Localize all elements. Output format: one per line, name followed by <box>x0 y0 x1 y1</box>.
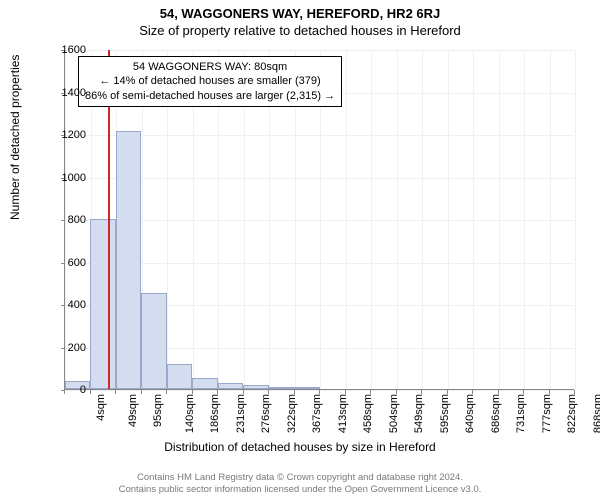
attribution-footer: Contains HM Land Registry data © Crown c… <box>0 472 600 496</box>
xtick-mark <box>217 390 218 394</box>
xtick-label: 686sqm <box>490 394 502 433</box>
xtick-mark <box>90 390 91 394</box>
xtick-label: 868sqm <box>592 394 600 433</box>
histogram-bar <box>90 219 116 389</box>
xtick-label: 4sqm <box>95 394 107 421</box>
histogram-bar <box>167 364 192 390</box>
xtick-label: 413sqm <box>337 394 349 433</box>
histogram-bar <box>269 387 295 389</box>
xtick-label: 731sqm <box>515 394 527 433</box>
xtick-label: 822sqm <box>566 394 578 433</box>
ytick-label: 400 <box>46 299 86 311</box>
xtick-label: 777sqm <box>541 394 553 433</box>
gridline-v <box>575 50 576 389</box>
gridline-v <box>346 50 347 389</box>
xtick-mark <box>268 390 269 394</box>
xtick-mark <box>294 390 295 394</box>
xtick-mark <box>421 390 422 394</box>
xtick-label: 322sqm <box>286 394 298 433</box>
xtick-mark <box>447 390 448 394</box>
footer-line-1: Contains HM Land Registry data © Crown c… <box>0 472 600 484</box>
ytick-label: 1200 <box>46 129 86 141</box>
xtick-label: 186sqm <box>209 394 221 433</box>
info-line-2: ← 14% of detached houses are smaller (37… <box>85 74 335 88</box>
xtick-mark <box>141 390 142 394</box>
xtick-label: 231sqm <box>235 394 247 433</box>
gridline-v <box>371 50 372 389</box>
chart-container: 54, WAGGONERS WAY, HEREFORD, HR2 6RJ Siz… <box>0 0 600 500</box>
chart-title-desc: Size of property relative to detached ho… <box>0 21 600 38</box>
gridline-v <box>524 50 525 389</box>
xtick-mark <box>115 390 116 394</box>
xtick-label: 640sqm <box>464 394 476 433</box>
ytick-label: 800 <box>46 214 86 226</box>
xtick-mark <box>523 390 524 394</box>
gridline-v <box>448 50 449 389</box>
xtick-label: 276sqm <box>260 394 272 433</box>
xtick-mark <box>370 390 371 394</box>
xtick-mark <box>498 390 499 394</box>
histogram-bar <box>243 385 268 389</box>
xtick-mark <box>192 390 193 394</box>
xtick-label: 549sqm <box>413 394 425 433</box>
xtick-mark <box>243 390 244 394</box>
ytick-label: 0 <box>46 384 86 396</box>
ytick-label: 1400 <box>46 87 86 99</box>
xtick-mark <box>574 390 575 394</box>
xtick-mark <box>319 390 320 394</box>
info-box: 54 WAGGONERS WAY: 80sqm ← 14% of detache… <box>78 56 342 107</box>
ytick-label: 1600 <box>46 44 86 56</box>
histogram-bar <box>116 131 141 389</box>
ytick-label: 200 <box>46 342 86 354</box>
gridline-v <box>499 50 500 389</box>
xtick-label: 595sqm <box>439 394 451 433</box>
ytick-label: 1000 <box>46 172 86 184</box>
xtick-label: 458sqm <box>362 394 374 433</box>
gridline-v <box>550 50 551 389</box>
xtick-label: 367sqm <box>311 394 323 433</box>
footer-line-2: Contains public sector information licen… <box>0 484 600 496</box>
histogram-bar <box>294 387 319 389</box>
info-line-3: 86% of semi-detached houses are larger (… <box>85 89 335 103</box>
xtick-label: 95sqm <box>152 394 164 427</box>
xtick-mark <box>549 390 550 394</box>
gridline-v <box>473 50 474 389</box>
x-axis-label: Distribution of detached houses by size … <box>0 440 600 454</box>
info-line-1: 54 WAGGONERS WAY: 80sqm <box>85 60 335 74</box>
chart-title-address: 54, WAGGONERS WAY, HEREFORD, HR2 6RJ <box>0 0 600 21</box>
ytick-label: 600 <box>46 257 86 269</box>
y-axis-label: Number of detached properties <box>8 55 22 220</box>
xtick-label: 140sqm <box>184 394 196 433</box>
xtick-label: 49sqm <box>127 394 139 427</box>
gridline-v <box>422 50 423 389</box>
gridline-v <box>397 50 398 389</box>
xtick-mark <box>472 390 473 394</box>
xtick-mark <box>396 390 397 394</box>
xtick-mark <box>345 390 346 394</box>
xtick-label: 504sqm <box>388 394 400 433</box>
histogram-bar <box>192 378 217 389</box>
xtick-mark <box>166 390 167 394</box>
histogram-bar <box>141 293 167 389</box>
histogram-bar <box>218 383 244 389</box>
